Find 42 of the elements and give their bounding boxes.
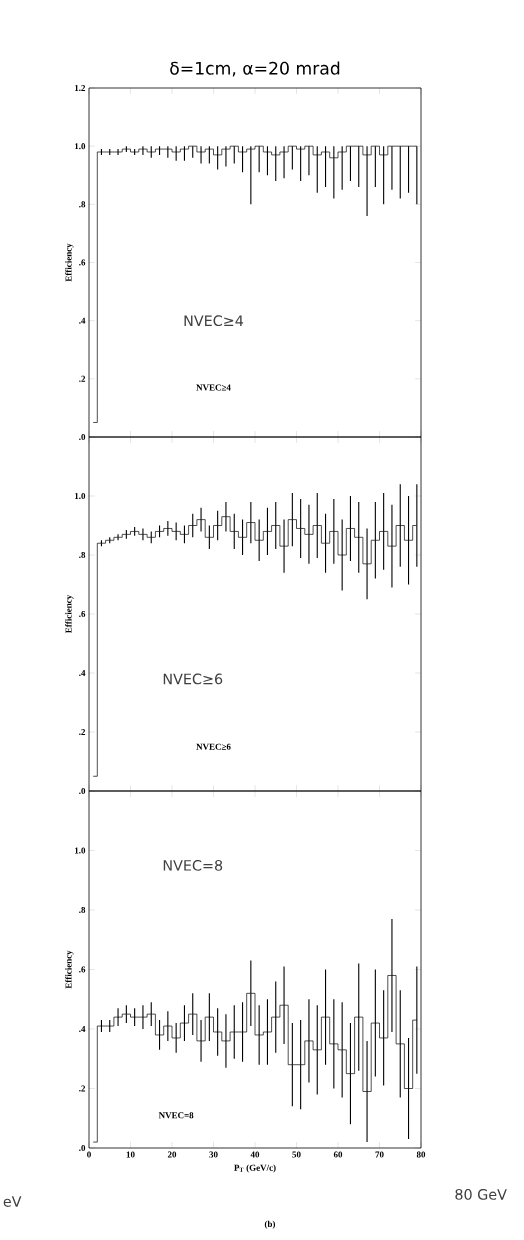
- y-tick-label: .6: [79, 259, 86, 266]
- x-tick-label: 20: [167, 1151, 177, 1158]
- y-tick-label: .0: [79, 787, 86, 795]
- annotation: NVEC≥6: [196, 743, 231, 750]
- x-tick-label: 10: [126, 1151, 135, 1158]
- x-tick-label: 40: [250, 1151, 260, 1158]
- annotation: NVEC≥4: [184, 315, 244, 327]
- annotation: NVEC≥6: [163, 673, 223, 685]
- y-tick-label: .6: [79, 610, 86, 618]
- chart-title: δ=1cm, α=20 mrad: [170, 61, 340, 77]
- y-tick-label: .4: [79, 317, 86, 324]
- annotation: NVEC=8: [158, 1112, 194, 1119]
- text: 80 GeV: [455, 1189, 507, 1200]
- y-tick-label: 1.0: [74, 143, 86, 150]
- x-tick-label: 50: [292, 1151, 301, 1158]
- x-tick-label: 0: [87, 1151, 91, 1158]
- y-tick-label: .2: [79, 728, 86, 736]
- y-tick-label: .8: [79, 906, 86, 914]
- y-tick-label: .8: [79, 201, 86, 208]
- y-tick-label: 1.2: [74, 84, 86, 92]
- y-tick-label: .8: [79, 551, 86, 559]
- y-tick-label: .6: [79, 966, 86, 973]
- y-axis-title: Efficiency: [65, 950, 74, 989]
- x-tick-label: 80: [416, 1151, 426, 1158]
- y-tick-label: .2: [79, 1085, 86, 1092]
- x-tick-label: 60: [333, 1151, 343, 1158]
- y-axis-title: Efficiency: [65, 243, 74, 282]
- y-tick-label: .0: [79, 1144, 86, 1152]
- y-tick-label: .0: [79, 433, 86, 441]
- y-axis-title: Efficiency: [65, 594, 74, 634]
- annotation: NVEC≥4: [196, 384, 231, 391]
- y-tick-label: .4: [79, 1026, 86, 1033]
- x-tick-label: 70: [375, 1151, 384, 1158]
- text: (b): [264, 1220, 276, 1229]
- y-tick-label: .2: [79, 375, 86, 382]
- annotation: NVEC=8: [163, 859, 223, 871]
- text: eV: [3, 1196, 22, 1207]
- y-tick-label: 1.0: [74, 847, 86, 854]
- y-tick-label: 1.0: [74, 492, 86, 500]
- x-axis-title: P$_{T}$ (GeV/c): [234, 1164, 276, 1173]
- y-tick-label: .4: [79, 669, 86, 677]
- x-tick-label: 30: [209, 1151, 218, 1158]
